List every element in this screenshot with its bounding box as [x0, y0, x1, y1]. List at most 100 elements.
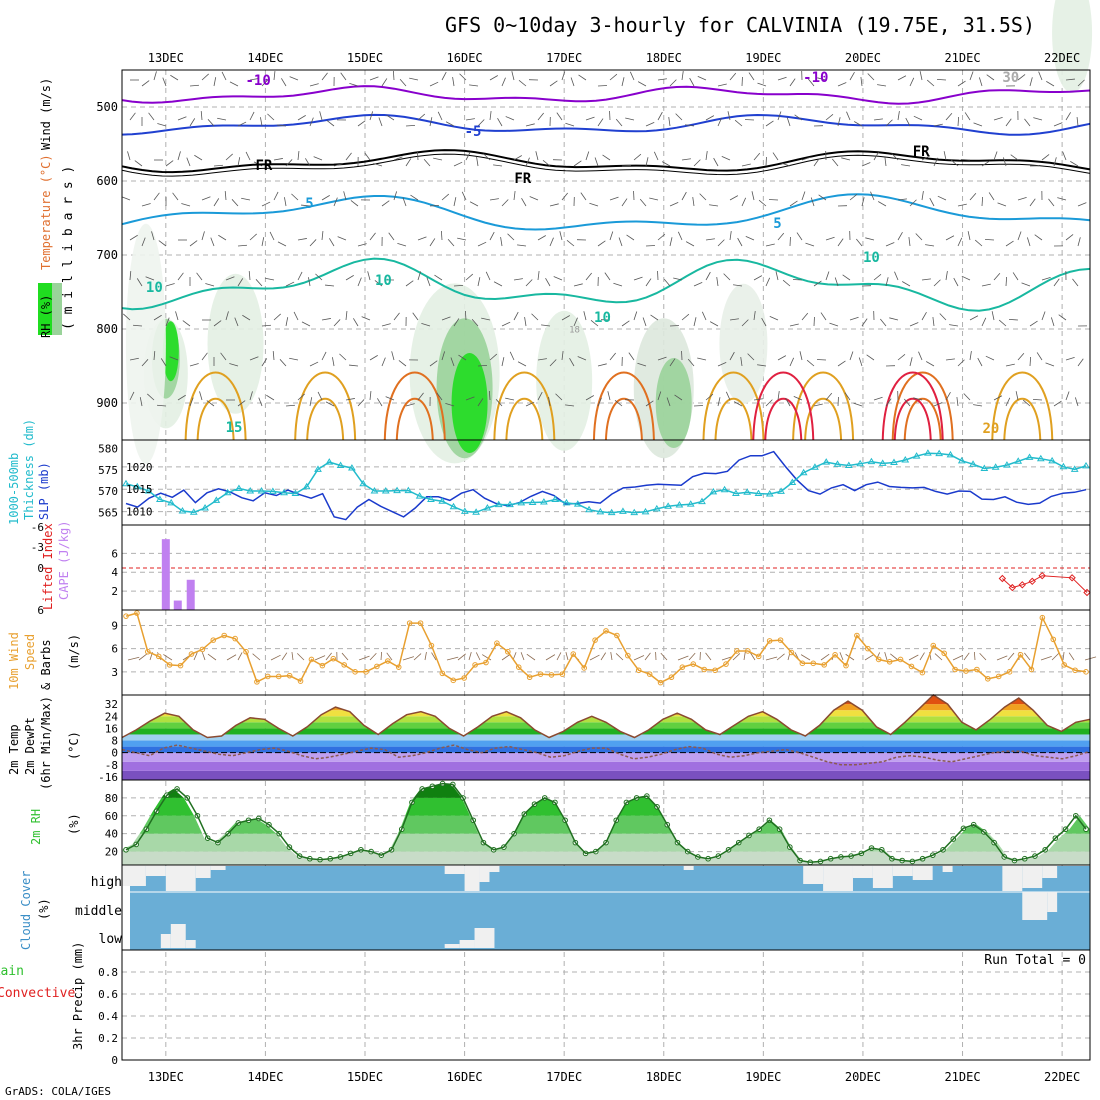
- date-label-top: 19DEC: [745, 51, 781, 65]
- upper-wind-barb: [597, 240, 606, 247]
- upper-wind-barb: [629, 71, 635, 81]
- upper-wind-barb: [794, 114, 803, 121]
- upper-wind-barb: [165, 160, 174, 167]
- upper-wind-barb: [561, 351, 564, 361]
- upper-wind-barb: [410, 194, 419, 201]
- upper-wind-barb: [452, 77, 455, 87]
- upper-wind-barb: [628, 352, 635, 361]
- rh-line: [125, 782, 1087, 864]
- upper-wind-barb: [741, 163, 751, 167]
- cloud-panel: [122, 866, 1090, 950]
- upper-wind-barb: [867, 73, 875, 81]
- upper-wind-barb: [213, 320, 222, 327]
- cloud-high-block: [892, 866, 913, 876]
- upper-wind-barb: [929, 197, 935, 207]
- panel-frame-precip: [121, 949, 1091, 1061]
- upper-wind-barb: [747, 353, 755, 361]
- upper-wind-barb: [1029, 198, 1036, 207]
- upper-wind-barb: [141, 80, 150, 87]
- upper-wind-barb: [909, 199, 917, 207]
- rh-shading: [125, 223, 166, 464]
- upper-wind-barb: [225, 276, 235, 281]
- upper-wind-barb: [786, 117, 791, 127]
- upper-wind-barb: [429, 360, 438, 367]
- upper-wind-barb: [981, 196, 984, 207]
- li-line: [1002, 575, 1088, 593]
- upper-wind-barb: [524, 317, 527, 327]
- upper-wind-barb: [309, 361, 319, 367]
- upper-wind-barb: [513, 311, 519, 321]
- upper-wind-barb: [189, 363, 199, 367]
- contour-label: 15: [226, 420, 243, 436]
- li-marker: [1068, 574, 1076, 582]
- upper-wind-barb: [273, 71, 276, 81]
- upper-wind-barb: [405, 124, 416, 127]
- upper-wind-barb: [321, 231, 324, 241]
- upper-wind-barb: [932, 317, 935, 327]
- wind-barb: [556, 652, 562, 661]
- upper-wind-barb: [242, 314, 251, 321]
- upper-wind-barb: [991, 311, 995, 321]
- upper-wind-barb: [1072, 278, 1079, 287]
- upper-wind-barb: [385, 396, 395, 401]
- upper-wind-barb: [789, 200, 798, 207]
- upper-wind-barb: [565, 404, 575, 407]
- upper-wind-barb: [933, 123, 943, 127]
- upper-wind-barb: [597, 397, 602, 407]
- upper-wind-barb: [1024, 118, 1031, 127]
- upper-wind-barb: [489, 198, 499, 201]
- upper-wind-barb: [585, 151, 590, 161]
- upper-wind-barb: [241, 197, 251, 201]
- upper-wind-barb: [181, 203, 191, 207]
- wind-barb: [1068, 652, 1075, 661]
- wind-barb: [520, 652, 525, 661]
- upper-wind-barb: [796, 232, 803, 241]
- upper-wind-barb: [637, 81, 647, 87]
- upper-wind-barb: [681, 71, 684, 81]
- upper-wind-barb: [297, 271, 303, 281]
- wind-barb: [1024, 652, 1031, 661]
- upper-wind-barb: [156, 404, 167, 407]
- upper-wind-barb: [477, 398, 484, 407]
- isotherm-warm-loop: [294, 371, 357, 441]
- upper-wind-barb: [441, 193, 450, 201]
- upper-wind-barb: [569, 358, 575, 367]
- upper-wind-barb: [369, 111, 374, 121]
- wind-tick: 3: [111, 666, 118, 679]
- upper-wind-barb: [277, 124, 287, 127]
- upper-wind-barb: [609, 73, 618, 81]
- upper-wind-barb: [988, 192, 995, 201]
- upper-wind-barb: [642, 317, 647, 327]
- upper-wind-barb: [220, 352, 227, 361]
- isotherm-warm-loop: [891, 371, 954, 441]
- cloud-high-block: [145, 866, 166, 876]
- cloud-high-block: [823, 866, 853, 891]
- upper-wind-barb: [832, 158, 839, 167]
- upper-wind-barb: [745, 235, 755, 241]
- upper-wind-barb: [677, 231, 683, 241]
- wind-barb: [457, 653, 466, 661]
- run-total-label: Run Total = 0: [984, 953, 1086, 968]
- upper-wind-barb: [957, 359, 965, 367]
- upper-wind-barb: [417, 392, 424, 401]
- upper-wind-barb: [891, 153, 899, 161]
- wind-barb: [314, 655, 326, 661]
- date-label-bottom: 22DEC: [1044, 1070, 1080, 1084]
- upper-wind-barb: [345, 275, 354, 281]
- upper-wind-barb: [808, 78, 815, 87]
- upper-wind-barb: [897, 354, 906, 361]
- upper-wind-barb: [398, 360, 407, 367]
- upper-wind-barb: [854, 121, 863, 127]
- upper-wind-barb: [1008, 318, 1019, 321]
- upper-wind-barb: [561, 192, 568, 201]
- upper-wind-barb: [269, 231, 275, 241]
- upper-wind-barb: [545, 278, 551, 287]
- isotherm-warm-loop-inner: [1003, 397, 1042, 441]
- upper-wind-barb: [357, 399, 365, 407]
- upper-wind-barb: [825, 392, 833, 401]
- upper-wind-barb: [681, 313, 690, 321]
- cloud-high-block: [444, 866, 465, 874]
- upper-wind-barb: [267, 113, 275, 121]
- upper-wind-barb: [433, 157, 443, 161]
- date-label-bottom: 20DEC: [845, 1070, 881, 1084]
